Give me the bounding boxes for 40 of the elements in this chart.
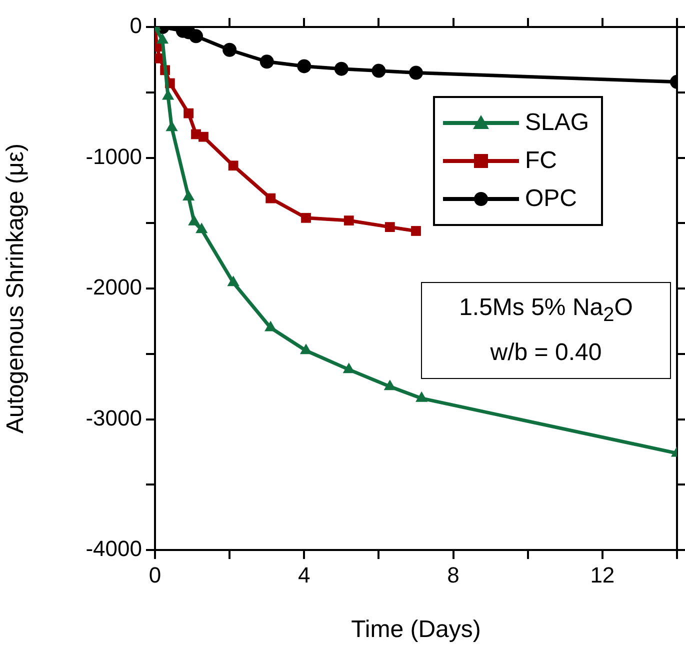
point	[342, 362, 355, 374]
point	[334, 62, 348, 76]
y-tick-label: -1000	[86, 144, 142, 169]
point	[411, 226, 421, 236]
point	[372, 64, 386, 78]
point	[409, 66, 423, 80]
y-axis-title: Autogenous Shrinkage (με)	[2, 143, 30, 434]
point	[222, 42, 237, 57]
point	[416, 391, 428, 402]
point	[384, 380, 396, 390]
point	[166, 120, 178, 132]
point	[227, 276, 240, 286]
y-tick-label: 0	[130, 13, 142, 38]
point	[228, 160, 238, 171]
point	[188, 214, 200, 226]
y-tick-label: -2000	[86, 274, 142, 300]
point	[196, 222, 208, 234]
point	[301, 212, 311, 223]
point	[266, 193, 276, 204]
point	[384, 222, 395, 232]
x-axis-title: Time (Days)	[351, 616, 481, 644]
point	[189, 29, 204, 44]
legend-label: FC	[525, 147, 557, 175]
point	[297, 59, 312, 74]
legend-label: OPC	[525, 185, 578, 213]
annotation: 1.5Ms 5% Na$_{2}$O	[458, 293, 634, 328]
point	[260, 54, 274, 69]
point	[264, 320, 277, 332]
x-tick-label: 4	[298, 562, 310, 588]
x-tick-label: 8	[447, 562, 460, 588]
legend-label: SLAG	[525, 109, 590, 137]
point	[182, 190, 195, 200]
point	[198, 132, 208, 142]
annotation: w/b = 0.40	[489, 338, 603, 368]
y-tick-label: -4000	[86, 536, 142, 562]
point	[344, 216, 354, 226]
point	[184, 108, 194, 118]
y-tick-label: -3000	[86, 405, 142, 430]
x-tick-label: 12	[590, 562, 615, 588]
x-tick-label: 0	[148, 562, 162, 588]
